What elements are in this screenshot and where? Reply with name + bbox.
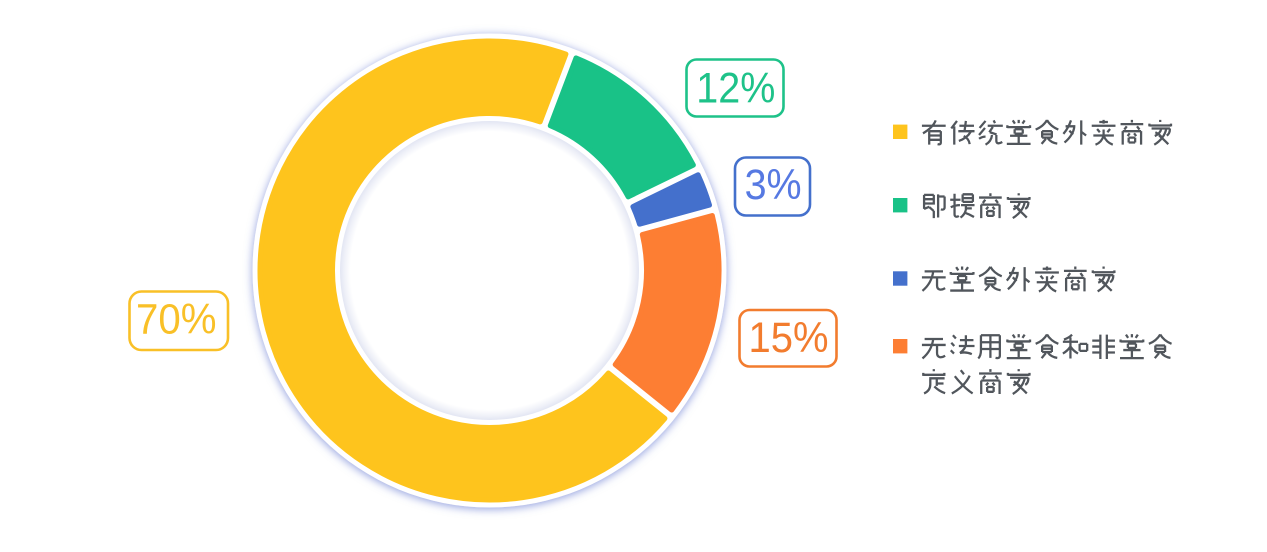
svg-text:70%: 70% — [136, 296, 217, 344]
svg-text:3%: 3% — [745, 161, 802, 209]
svg-text:12%: 12% — [696, 64, 775, 112]
svg-text:15%: 15% — [749, 314, 829, 362]
